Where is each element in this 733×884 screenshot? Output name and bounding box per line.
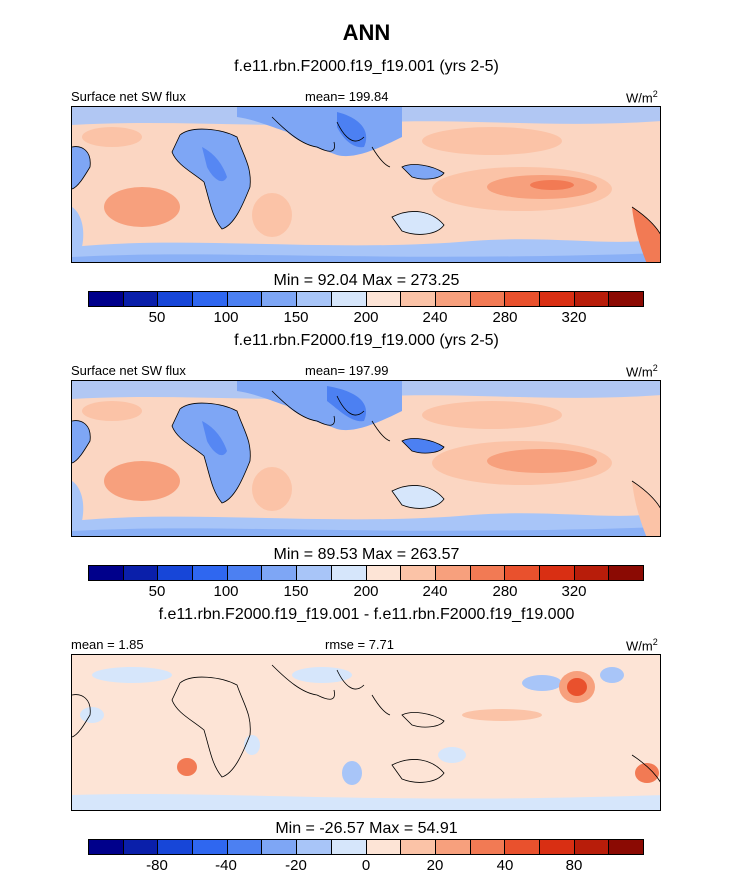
- colorbar-tick-label: 150: [283, 309, 309, 326]
- colorbar-tick-label: 240: [422, 309, 448, 326]
- colorbar-swatch: [435, 840, 471, 854]
- panel2-heading: f.e11.rbn.F2000.f19_f19.000 (yrs 2-5): [234, 332, 499, 349]
- colorbar-swatch: [401, 292, 436, 306]
- colorbar-swatch: [505, 566, 540, 580]
- colorbar-swatch: [227, 566, 263, 580]
- colorbar-swatch: [366, 566, 402, 580]
- colorbar-swatch: [609, 840, 643, 854]
- colorbar-swatch: [158, 566, 194, 580]
- colorbar-swatch: [435, 292, 471, 306]
- colorbar-swatch: [262, 840, 298, 854]
- colorbar-swatch: [366, 840, 402, 854]
- colorbar-tick-label: 200: [353, 309, 379, 326]
- colorbar-swatch: [505, 292, 540, 306]
- panel2-units-label: W/m2: [626, 363, 658, 380]
- colorbar-swatch: [574, 292, 610, 306]
- panel1-colorbar: [88, 291, 644, 307]
- colorbar-tick-label: 280: [492, 583, 518, 600]
- panel3-colorbar: [88, 839, 644, 855]
- colorbar-swatch: [158, 840, 194, 854]
- colorbar-swatch: [401, 566, 436, 580]
- panel1-variable-label: Surface net SW flux: [71, 89, 186, 104]
- colorbar-tick-label: 40: [496, 857, 514, 874]
- colorbar-swatch: [366, 292, 402, 306]
- colorbar-tick-label: 50: [148, 583, 166, 600]
- colorbar-tick-label: -40: [215, 857, 237, 874]
- panel1-minmax: Min = 92.04 Max = 273.25: [273, 272, 460, 289]
- colorbar-swatch: [401, 840, 436, 854]
- colorbar-tick-label: 50: [148, 309, 166, 326]
- colorbar-tick-label: 240: [422, 583, 448, 600]
- colorbar-swatch: [193, 840, 228, 854]
- colorbar-swatch: [470, 840, 506, 854]
- colorbar-swatch: [539, 840, 575, 854]
- colorbar-tick-label: 320: [561, 583, 587, 600]
- colorbar-swatch: [574, 840, 610, 854]
- panel3-units-label: W/m2: [626, 637, 658, 654]
- colorbar-swatch: [193, 292, 228, 306]
- colorbar-tick-label: 280: [492, 309, 518, 326]
- colorbar-swatch: [262, 566, 298, 580]
- colorbar-swatch: [297, 292, 332, 306]
- colorbar-swatch: [470, 566, 506, 580]
- panel2-variable-label: Surface net SW flux: [71, 363, 186, 378]
- colorbar-tick-label: -20: [285, 857, 307, 874]
- colorbar-tick-label: -80: [146, 857, 168, 874]
- colorbar-tick-label: 200: [353, 583, 379, 600]
- panel3-rmse-label: rmse = 7.71: [325, 637, 395, 652]
- colorbar-swatch: [331, 292, 367, 306]
- colorbar-tick-label: 320: [561, 309, 587, 326]
- colorbar-tick-label: 80: [565, 857, 583, 874]
- colorbar-swatch: [123, 566, 159, 580]
- colorbar-swatch: [435, 566, 471, 580]
- colorbar-swatch: [193, 566, 228, 580]
- colorbar-swatch: [539, 566, 575, 580]
- panel2-mean-label: mean= 197.99: [305, 363, 389, 378]
- panel2-minmax: Min = 89.53 Max = 263.57: [273, 546, 460, 563]
- colorbar-swatch: [89, 566, 124, 580]
- colorbar-swatch: [331, 566, 367, 580]
- panel1-mean-label: mean= 199.84: [305, 89, 389, 104]
- colorbar-swatch: [574, 566, 610, 580]
- colorbar-swatch: [89, 292, 124, 306]
- colorbar-swatch: [227, 840, 263, 854]
- colorbar-tick-label: 0: [361, 857, 371, 874]
- colorbar-swatch: [297, 566, 332, 580]
- colorbar-swatch: [297, 840, 332, 854]
- colorbar-swatch: [470, 292, 506, 306]
- colorbar-swatch: [158, 292, 194, 306]
- colorbar-tick-label: 100: [213, 583, 239, 600]
- colorbar-tick-label: 100: [213, 309, 239, 326]
- colorbar-swatch: [609, 566, 643, 580]
- colorbar-swatch: [539, 292, 575, 306]
- colorbar-tick-label: 150: [283, 583, 309, 600]
- colorbar-swatch: [262, 292, 298, 306]
- colorbar-swatch: [331, 840, 367, 854]
- colorbar-swatch: [89, 840, 124, 854]
- panel1-units-label: W/m2: [626, 89, 658, 106]
- panel2-map: [71, 380, 661, 537]
- panel2-colorbar: [88, 565, 644, 581]
- colorbar-swatch: [123, 840, 159, 854]
- panel3-mean-label: mean = 1.85: [71, 637, 144, 652]
- panel1-heading: f.e11.rbn.F2000.f19_f19.001 (yrs 2-5): [234, 58, 499, 75]
- panel3-minmax: Min = -26.57 Max = 54.91: [275, 820, 458, 837]
- panel3-map: [71, 654, 661, 811]
- colorbar-swatch: [123, 292, 159, 306]
- panel3-heading: f.e11.rbn.F2000.f19_f19.001 - f.e11.rbn.…: [158, 606, 575, 623]
- panel1-map: [71, 106, 661, 263]
- colorbar-swatch: [505, 840, 540, 854]
- figure-title: ANN: [342, 20, 391, 45]
- colorbar-swatch: [227, 292, 263, 306]
- colorbar-swatch: [609, 292, 643, 306]
- colorbar-tick-label: 20: [426, 857, 444, 874]
